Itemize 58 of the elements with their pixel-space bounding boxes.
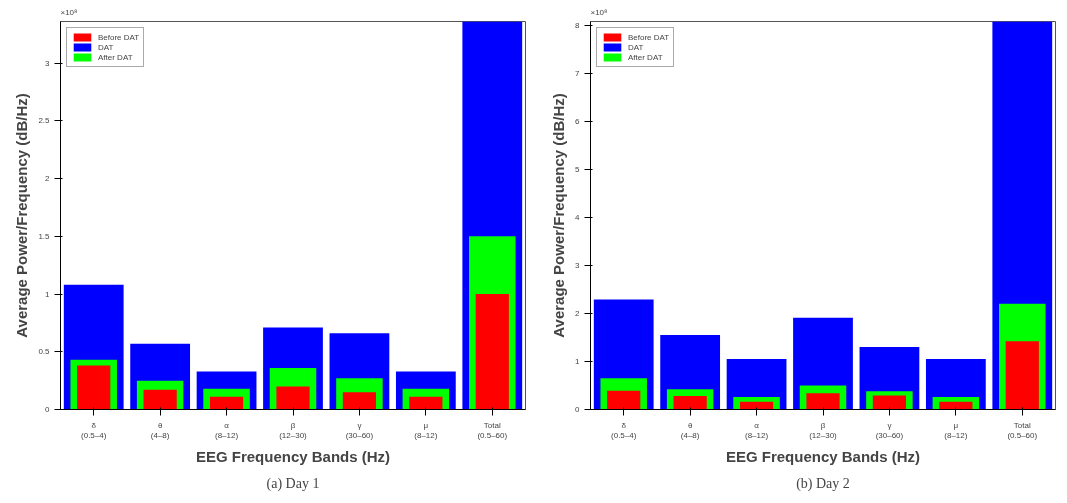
x-tick-label: δ (0.5–4) <box>81 420 107 441</box>
y-tick-label: 2 <box>45 174 51 184</box>
x-axis-title: EEG Frequency Bands (Hz) <box>725 448 921 466</box>
y-tick-label: 1 <box>575 356 581 366</box>
legend-label: DAT <box>98 42 115 52</box>
text: ×10⁸ <box>60 7 78 17</box>
y-tick-label: 6 <box>575 116 581 126</box>
bar <box>806 393 840 410</box>
y-axis-title: Average Power/Frequency (dB/Hz) <box>13 93 31 338</box>
x-tick-label: θ (4–8) <box>680 420 700 441</box>
legend-label: After DAT <box>98 52 133 62</box>
y-tick-label: 0 <box>575 405 581 414</box>
bar <box>342 392 377 410</box>
x-tick-label: μ (8–12) <box>414 420 438 441</box>
y-tick-label: 8 <box>575 20 581 30</box>
x-tick-label: α (8–12) <box>745 420 769 441</box>
y-tick-label: 4 <box>575 212 581 222</box>
bar <box>209 396 244 410</box>
bar <box>143 389 177 410</box>
x-tick-label: Total (0.5–60) <box>1007 420 1038 441</box>
bar <box>607 390 641 410</box>
y-axis-title: Average Power/Frequency (dB/Hz) <box>550 93 568 338</box>
x-tick-label: δ (0.5–4) <box>611 420 637 441</box>
legend-label: Before DAT <box>628 32 670 42</box>
y-tick-label: 2.5 <box>38 116 51 126</box>
x-tick-label: θ (4–8) <box>150 420 170 441</box>
x-axis-title: EEG Frequency Bands (Hz) <box>195 448 391 466</box>
bar <box>939 401 973 410</box>
bar <box>673 396 707 410</box>
y-tick-label: 0 <box>45 405 51 414</box>
x-tick-label: γ (30–60) <box>875 420 904 441</box>
bar <box>276 386 310 410</box>
bar <box>475 294 509 410</box>
bar <box>1005 341 1039 410</box>
legend-label: Before DAT <box>98 32 140 42</box>
x-tick-label: μ (8–12) <box>944 420 968 441</box>
x-tick-label: β (12–30) <box>809 420 838 441</box>
bar <box>409 396 443 410</box>
bar <box>739 401 774 410</box>
y-tick-label: 1 <box>45 289 51 299</box>
x-tick-label: Total (0.5–60) <box>477 420 508 441</box>
bar <box>77 365 111 410</box>
y-tick-label: 3 <box>575 260 581 270</box>
y-tick-label: 1.5 <box>38 231 51 241</box>
y-tick-label: 3 <box>45 58 51 68</box>
bar <box>872 395 907 410</box>
text: (b) Day 2 <box>796 475 850 492</box>
y-tick-label: 7 <box>575 68 581 78</box>
legend-label: After DAT <box>628 52 663 62</box>
x-tick-label: β (12–30) <box>279 420 308 441</box>
x-tick-label: γ (30–60) <box>345 420 374 441</box>
legend-label: DAT <box>628 42 645 52</box>
text: (a) Day 1 <box>266 475 320 492</box>
x-tick-label: α (8–12) <box>215 420 239 441</box>
y-tick-label: 2 <box>575 308 581 318</box>
text: ×10⁸ <box>590 7 608 17</box>
y-tick-label: 0.5 <box>38 347 51 357</box>
y-tick-label: 5 <box>575 164 581 174</box>
